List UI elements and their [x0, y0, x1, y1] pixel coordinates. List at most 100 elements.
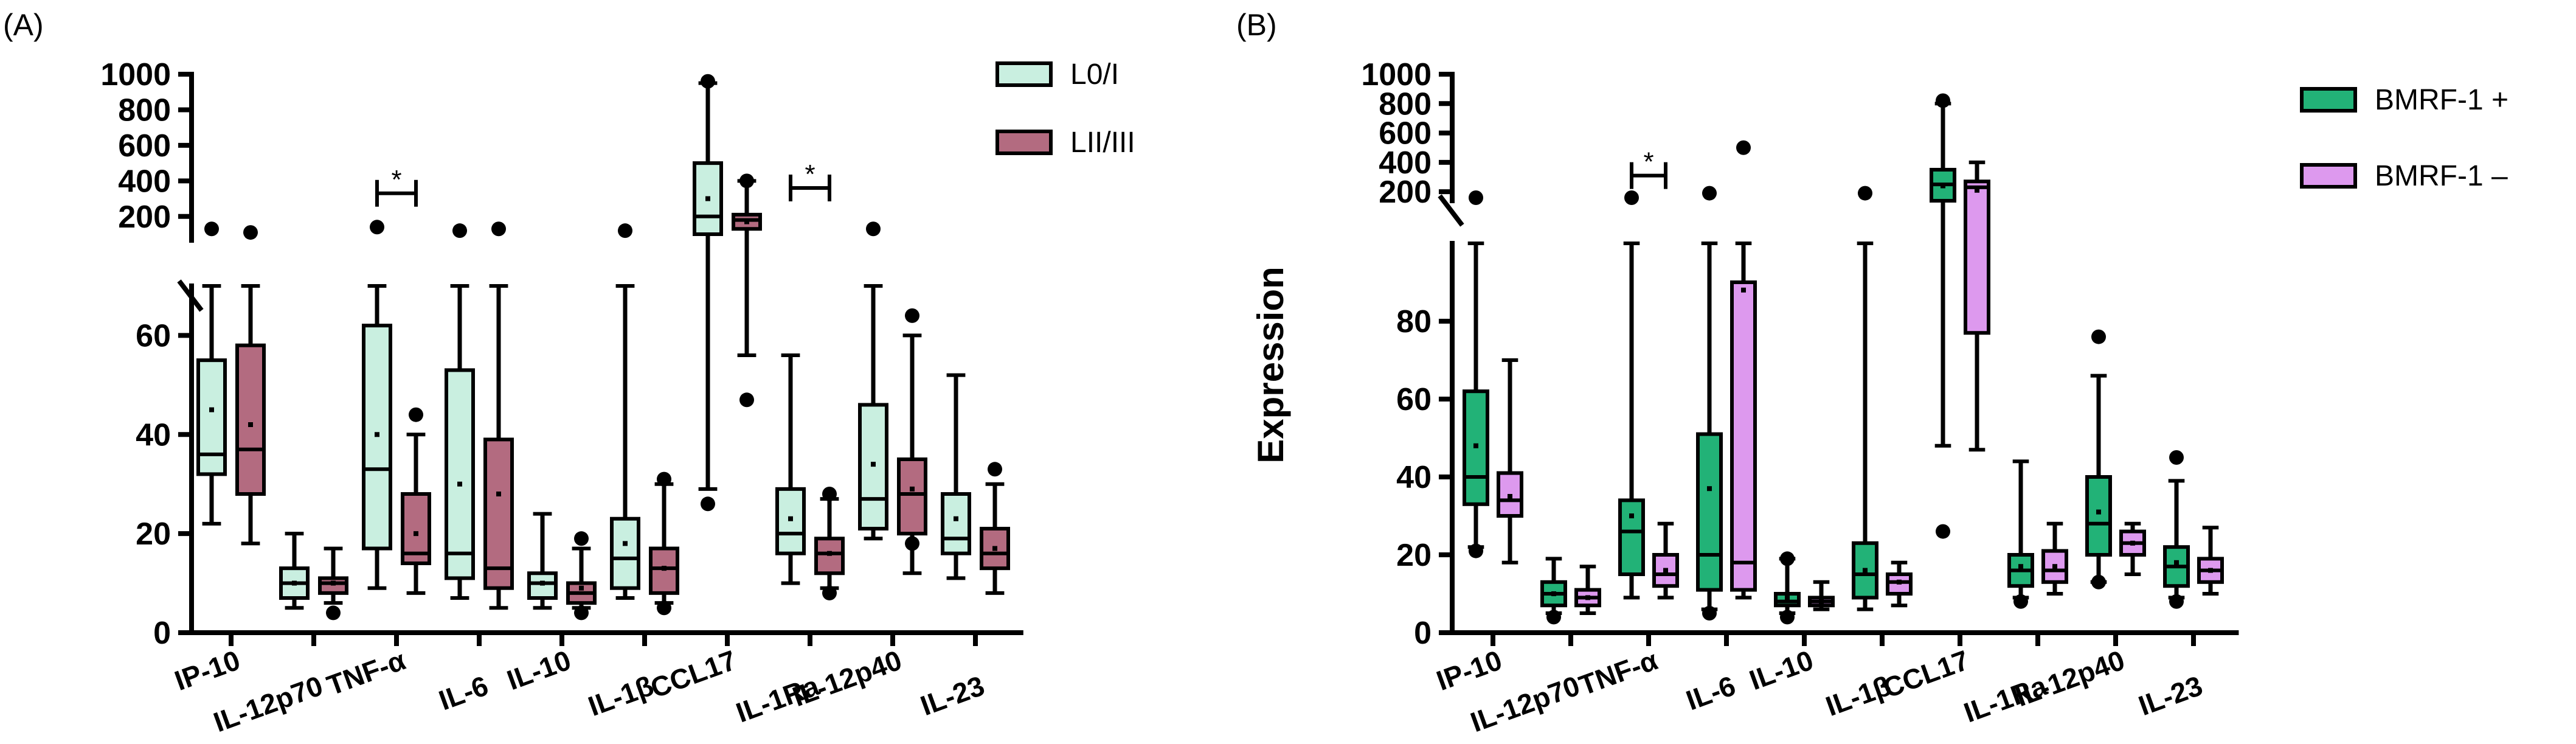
box-s1 [362, 220, 392, 590]
outlier-point [574, 605, 589, 621]
box-s1 [858, 221, 888, 541]
mean-marker [2052, 564, 2057, 569]
outlier-point [2169, 594, 2184, 609]
legend-swatch [995, 130, 1053, 155]
significance-star: * [805, 159, 815, 189]
box-s2 [2119, 521, 2146, 576]
box [235, 343, 266, 496]
box-s1 [1930, 93, 1956, 539]
mean-marker [1819, 599, 1824, 604]
legend-label: BMRF-1 – [2375, 160, 2508, 192]
x-tick-label: IP-10 [170, 644, 244, 697]
outlier-point [204, 221, 219, 237]
box-s2 [980, 462, 1010, 595]
y-tick-label: 40 [136, 417, 171, 453]
outlier-point [1546, 610, 1561, 625]
mean-marker [1897, 579, 1902, 585]
mean-marker [705, 196, 710, 201]
y-tick-label: 0 [1414, 616, 1432, 651]
x-tick-label: IL-12p40 [788, 644, 905, 713]
mean-marker [1863, 568, 1868, 573]
y-tick-label: 400 [1379, 145, 1432, 181]
mean-marker [954, 516, 958, 521]
mean-marker [1663, 568, 1668, 573]
mean-marker [579, 585, 584, 591]
box-s1 [196, 221, 227, 526]
box [1964, 179, 1990, 335]
mean-marker [2018, 564, 2023, 569]
box-s1 [610, 223, 640, 600]
outlier-point [739, 392, 754, 408]
outlier-point [701, 74, 715, 89]
box-s1 [279, 532, 310, 610]
mean-marker [1785, 595, 1790, 600]
box-s2 [1964, 160, 1990, 452]
outlier-point [1936, 93, 1950, 108]
box [814, 537, 845, 575]
outlier-point [1702, 186, 1717, 201]
box-s1 [1852, 186, 1878, 611]
box-s2 [318, 546, 348, 621]
y-tick-label: 0 [153, 616, 171, 651]
box [1730, 280, 1757, 592]
mean-marker [414, 531, 418, 537]
legend-label: LII/III [1070, 127, 1135, 159]
box-s2 [566, 531, 597, 621]
outlier-point [243, 225, 258, 240]
outlier-point [822, 585, 837, 600]
mean-marker [1508, 494, 1512, 499]
box-s1 [1618, 190, 1645, 600]
outlier-point [2091, 329, 2106, 344]
mean-marker [2130, 540, 2135, 546]
outlier-point [491, 221, 506, 237]
mean-marker [623, 541, 628, 546]
box-s1 [775, 353, 806, 585]
mean-marker [662, 566, 667, 571]
panel-label: (A) [3, 8, 44, 42]
y-tick-label: 1000 [100, 57, 171, 92]
mean-marker [2096, 509, 2101, 515]
box-s1 [2163, 450, 2190, 609]
box-s1 [1463, 190, 1489, 558]
outlier-point [1858, 186, 1872, 201]
box-s1 [2085, 329, 2112, 589]
x-tick-label: TNF-α [323, 644, 410, 701]
box [980, 527, 1010, 571]
outlier-point [326, 605, 341, 621]
mean-marker [248, 422, 253, 427]
mean-marker [457, 481, 462, 487]
box [649, 546, 679, 595]
y-tick-label: 400 [118, 164, 171, 199]
mean-marker [1707, 486, 1712, 492]
x-tick-label: TNF-α [1575, 644, 1662, 701]
box-s2 [1574, 565, 1601, 615]
box [483, 437, 514, 590]
box-s1 [693, 74, 723, 512]
panel-a: (A)02040602004006008001000IP-10IL-12p70T… [3, 8, 1135, 738]
mean-marker [910, 486, 915, 492]
mean-marker [788, 516, 793, 521]
x-tick-label: IL-23 [2135, 670, 2207, 722]
box [318, 576, 348, 595]
box-s1 [527, 512, 558, 610]
x-tick-label: IL-12p40 [2011, 644, 2128, 713]
mean-marker [540, 580, 545, 586]
legend-swatch [995, 61, 1053, 87]
box-s2 [483, 221, 514, 610]
x-tick-label: IL-23 [916, 670, 989, 722]
box [941, 492, 971, 555]
legend-label: L0/I [1070, 58, 1119, 91]
x-tick-label: CCL17 [1879, 644, 1973, 704]
mean-marker [1629, 513, 1634, 518]
x-tick-label: IL-1β [584, 670, 657, 722]
outlier-point [988, 462, 1002, 477]
box-s2 [1808, 580, 1835, 611]
box [1696, 432, 1723, 592]
outlier-point [1702, 606, 1717, 621]
box-s2 [732, 173, 762, 408]
mean-marker [1941, 183, 1945, 189]
mean-marker [1551, 591, 1556, 596]
box [2041, 549, 2068, 584]
box [610, 516, 640, 590]
